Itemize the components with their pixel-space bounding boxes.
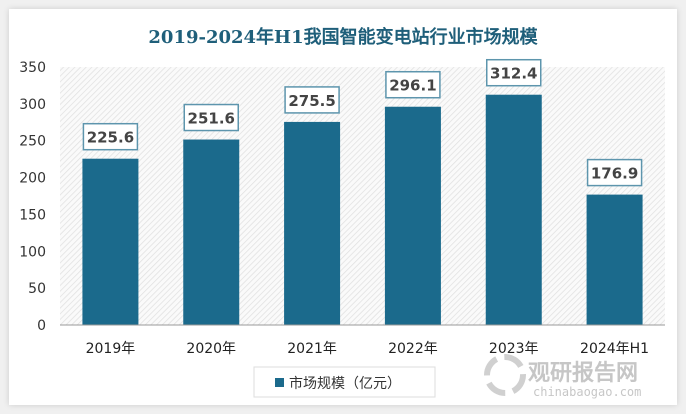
plot-area	[60, 67, 665, 325]
x-tick-label: 2022年	[388, 341, 438, 357]
data-label: 312.4	[490, 65, 537, 83]
data-label-box	[586, 158, 643, 187]
y-tick-label: 250	[19, 134, 46, 150]
legend-swatch	[275, 378, 284, 387]
y-tick-label: 200	[19, 171, 46, 187]
bar	[586, 194, 643, 325]
data-label: 251.6	[188, 110, 235, 128]
y-tick-label: 300	[19, 97, 46, 113]
y-tick-label: 150	[19, 207, 46, 223]
y-tick-label: 100	[19, 244, 46, 260]
data-label: 176.9	[591, 165, 638, 183]
x-tick-label: 2023年	[489, 341, 539, 357]
x-tick-label: 2019年	[86, 341, 136, 357]
watermark: 观研报告网 chinabaogao.com	[484, 354, 641, 399]
legend-label: 市场规模（亿元）	[289, 375, 401, 392]
watermark-logo-icon	[484, 354, 526, 396]
bar	[384, 106, 441, 326]
data-label-box	[385, 70, 441, 99]
svg-text:观研报告网: 观研报告网	[528, 361, 638, 386]
bar	[183, 139, 240, 325]
data-label-box	[183, 103, 239, 132]
bar	[485, 94, 542, 325]
data-label-box	[284, 86, 340, 114]
bar	[284, 121, 341, 325]
data-label: 275.5	[288, 92, 335, 110]
data-label: 296.1	[389, 77, 436, 95]
data-label-box	[486, 58, 542, 87]
data-label-box	[82, 122, 139, 151]
x-tick-label: 2020年	[186, 341, 236, 357]
svg-text:chinabaogao.com: chinabaogao.com	[533, 385, 641, 399]
data-label: 225.6	[87, 129, 134, 147]
bar	[82, 158, 139, 325]
y-tick-label: 350	[19, 60, 46, 76]
legend: 市场规模（亿元）	[253, 366, 436, 398]
x-tick-label: 2021年	[287, 341, 337, 357]
chart-title: 2019-2024年H1我国智能变电站行业市场规模	[148, 26, 538, 48]
y-tick-label: 0	[37, 318, 46, 334]
x-tick-label: 2024年H1	[580, 341, 649, 357]
y-tick-label: 50	[28, 281, 46, 297]
